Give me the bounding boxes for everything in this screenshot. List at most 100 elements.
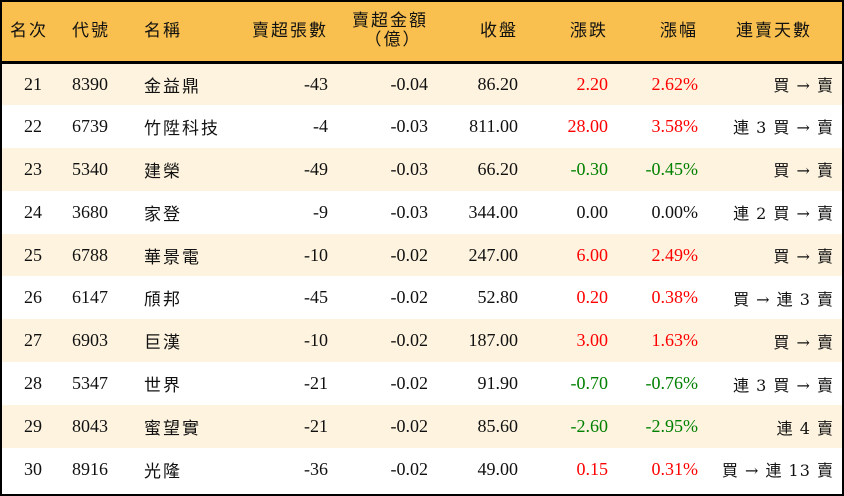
cell-code[interactable]: 5340 — [72, 158, 108, 179]
cell-streak: 連 3 買 → 賣 — [733, 118, 834, 138]
header-change[interactable]: 漲跌 — [570, 20, 608, 41]
table-row[interactable]: 25 6788 華景電 -10 -0.02 247.00 6.00 2.49% … — [2, 233, 842, 277]
cell-sell-lots: -49 — [304, 158, 328, 179]
cell-sell-amount: -0.04 — [390, 73, 429, 94]
cell-sell-amount: -0.02 — [390, 416, 429, 437]
table-row[interactable]: 27 6903 巨漢 -10 -0.02 187.00 3.00 1.63% 買… — [2, 319, 842, 363]
cell-sell-lots: -4 — [313, 115, 328, 136]
cell-streak: 買 → 賣 — [773, 247, 834, 266]
cell-sell-lots: -21 — [304, 416, 328, 437]
cell-name[interactable]: 建榮 — [144, 161, 182, 182]
header-code[interactable]: 代號 — [72, 20, 110, 41]
cell-code[interactable]: 8916 — [72, 458, 108, 479]
cell-name[interactable]: 華景電 — [144, 247, 201, 268]
header-sell-amount-line2: （億） — [364, 30, 422, 51]
cell-sell-lots: -9 — [313, 201, 328, 222]
cell-sell-amount: -0.02 — [390, 373, 429, 394]
cell-code[interactable]: 8043 — [72, 416, 108, 437]
cell-code[interactable]: 3680 — [72, 201, 108, 222]
cell-rank: 21 — [24, 73, 42, 94]
cell-streak: 買 → 連 13 賣 — [721, 461, 834, 481]
table-body: 21 8390 金益鼎 -43 -0.04 86.20 2.20 2.62% 買… — [2, 62, 842, 491]
cell-close: 91.90 — [477, 373, 519, 394]
table-header-row: 名次 代號 名稱 賣超張數 賣超金額 （億） 收盤 漲跌 漲幅 連賣天數 — [2, 2, 842, 62]
cell-close: 187.00 — [468, 330, 519, 351]
cell-rank: 24 — [24, 201, 42, 222]
cell-sell-amount: -0.03 — [390, 115, 429, 136]
cell-close: 49.00 — [477, 458, 519, 479]
cell-sell-amount: -0.03 — [390, 158, 429, 179]
cell-change: 6.00 — [576, 244, 609, 265]
header-change-pct[interactable]: 漲幅 — [660, 20, 698, 41]
cell-change-pct: 0.31% — [651, 458, 699, 479]
cell-name[interactable]: 世界 — [144, 376, 182, 397]
cell-sell-lots: -10 — [304, 330, 328, 351]
cell-close: 86.20 — [477, 73, 519, 94]
cell-change-pct: 3.58% — [651, 115, 699, 136]
cell-streak: 連 2 買 → 賣 — [733, 204, 834, 224]
cell-sell-amount: -0.02 — [390, 330, 429, 351]
cell-sell-lots: -10 — [304, 244, 328, 265]
cell-streak: 買 → 賣 — [773, 76, 834, 96]
cell-close: 344.00 — [468, 201, 519, 222]
cell-change: -0.30 — [570, 158, 609, 179]
table-row[interactable]: 23 5340 建榮 -49 -0.03 66.20 -0.30 -0.45% … — [2, 147, 842, 191]
header-close[interactable]: 收盤 — [480, 20, 518, 41]
cell-name[interactable]: 竹陞科技 — [144, 118, 220, 139]
cell-change: 2.20 — [576, 73, 609, 94]
cell-code[interactable]: 5347 — [72, 373, 108, 394]
cell-sell-lots: -36 — [304, 458, 328, 479]
cell-close: 247.00 — [468, 244, 519, 265]
cell-sell-lots: -43 — [304, 73, 328, 94]
table-row[interactable]: 28 5347 世界 -21 -0.02 91.90 -0.70 -0.76% … — [2, 362, 842, 406]
cell-sell-amount: -0.02 — [390, 244, 429, 265]
table-row[interactable]: 22 6739 竹陞科技 -4 -0.03 811.00 28.00 3.58%… — [2, 104, 842, 148]
cell-rank: 30 — [24, 458, 42, 479]
table-row[interactable]: 21 8390 金益鼎 -43 -0.04 86.20 2.20 2.62% 買… — [2, 62, 842, 105]
header-name[interactable]: 名稱 — [144, 20, 182, 41]
cell-change-pct: 0.00% — [651, 201, 699, 222]
cell-sell-lots: -21 — [304, 373, 328, 394]
cell-code[interactable]: 6903 — [72, 330, 108, 351]
cell-change-pct: 2.62% — [651, 73, 699, 94]
cell-rank: 23 — [24, 158, 42, 179]
cell-close: 811.00 — [469, 115, 518, 136]
cell-rank: 29 — [24, 416, 42, 437]
cell-name[interactable]: 金益鼎 — [144, 76, 201, 97]
cell-streak: 連 3 買 → 賣 — [733, 375, 834, 395]
cell-streak: 連 4 賣 — [776, 418, 834, 438]
cell-change: 0.20 — [576, 287, 609, 308]
cell-code[interactable]: 6788 — [72, 244, 108, 265]
cell-sell-lots: -45 — [304, 287, 328, 308]
cell-sell-amount: -0.02 — [390, 287, 429, 308]
table-row[interactable]: 30 8916 光隆 -36 -0.02 49.00 0.15 0.31% 買 … — [2, 448, 842, 491]
cell-code[interactable]: 6739 — [72, 115, 108, 136]
cell-code[interactable]: 6147 — [72, 287, 108, 308]
cell-name[interactable]: 家登 — [144, 204, 182, 225]
cell-change: 3.00 — [576, 330, 609, 351]
cell-change-pct: 0.38% — [651, 287, 699, 308]
cell-name[interactable]: 光隆 — [144, 461, 182, 482]
cell-change: 28.00 — [567, 115, 609, 136]
cell-name[interactable]: 頎邦 — [144, 290, 182, 311]
header-sell-amount[interactable]: 賣超金額 （億） — [336, 2, 436, 62]
cell-name[interactable]: 蜜望實 — [144, 419, 201, 440]
cell-close: 66.20 — [477, 158, 519, 179]
cell-sell-amount: -0.02 — [390, 458, 429, 479]
cell-change-pct: 2.49% — [651, 244, 699, 265]
cell-rank: 26 — [24, 287, 42, 308]
header-rank[interactable]: 名次 — [10, 20, 48, 41]
cell-rank: 25 — [24, 244, 42, 265]
table-row[interactable]: 24 3680 家登 -9 -0.03 344.00 0.00 0.00% 連 … — [2, 190, 842, 234]
cell-sell-amount: -0.03 — [390, 201, 429, 222]
table-row[interactable]: 29 8043 蜜望實 -21 -0.02 85.60 -2.60 -2.95%… — [2, 405, 842, 449]
header-streak[interactable]: 連賣天數 — [736, 20, 812, 41]
cell-change-pct: 1.63% — [651, 330, 699, 351]
cell-change-pct: -2.95% — [645, 416, 699, 437]
header-sell-lots[interactable]: 賣超張數 — [252, 20, 328, 41]
cell-name[interactable]: 巨漢 — [144, 333, 182, 354]
cell-code[interactable]: 8390 — [72, 73, 108, 94]
cell-close: 85.60 — [477, 416, 519, 437]
table-row[interactable]: 26 6147 頎邦 -45 -0.02 52.80 0.20 0.38% 買 … — [2, 276, 842, 320]
